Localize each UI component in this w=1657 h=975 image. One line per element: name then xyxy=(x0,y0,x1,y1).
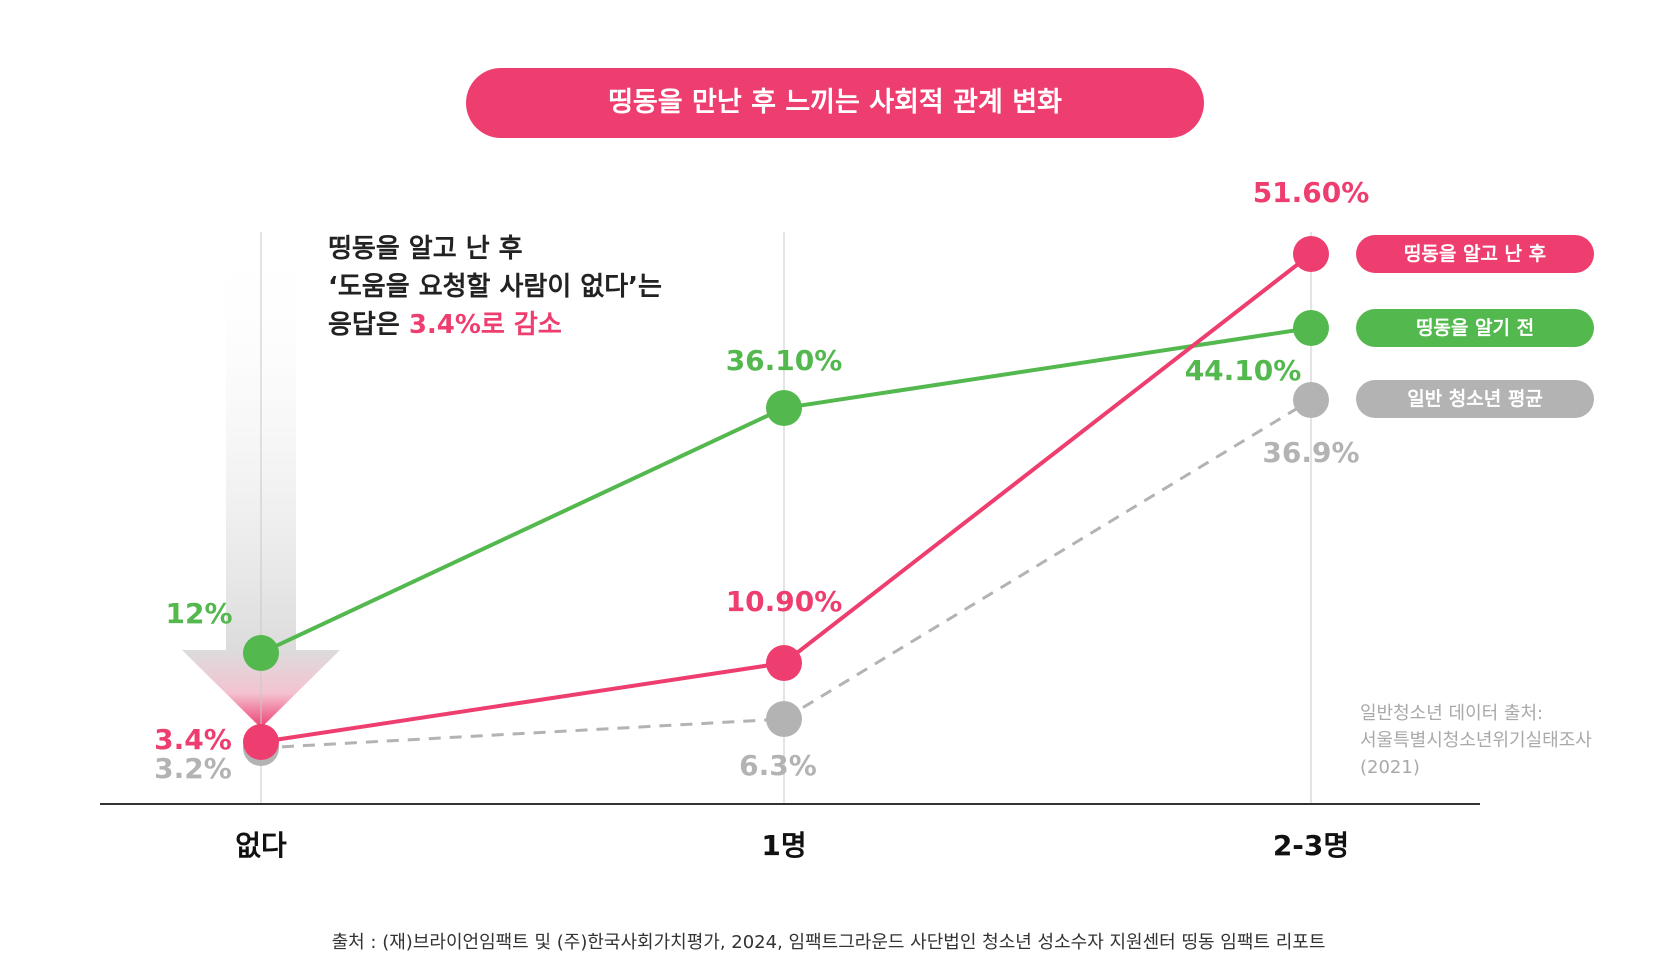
annotation-text: 띵동을 알고 난 후 ‘도움을 요청할 사람이 없다’는 응답은 3.4%로 감… xyxy=(328,230,748,344)
legend-item-average: 일반 청소년 평균 xyxy=(1356,380,1594,418)
value-label-s1-2: 44.10% xyxy=(1185,354,1302,387)
legend-label-average: 일반 청소년 평균 xyxy=(1407,388,1543,410)
source-citation: 출처 : (재)브라이언임팩트 및 (주)한국사회가치평가, 2024, 임팩트… xyxy=(331,932,1326,953)
category-label-2: 2-3명 xyxy=(1273,829,1349,862)
data-point-s0-0 xyxy=(243,724,279,760)
category-label-0: 없다 xyxy=(235,829,287,862)
annotation-line-2: ‘도움을 요청할 사람이 없다’는 xyxy=(328,272,662,302)
data-point-s1-0 xyxy=(243,635,279,671)
value-label-s0-2: 51.60% xyxy=(1253,176,1370,209)
note-line-2: 서울특별시청소년위기실태조사 xyxy=(1360,730,1592,751)
annotation-line-3: 응답은 3.4%로 감소 xyxy=(328,306,748,344)
value-label-s1-0: 12% xyxy=(165,597,232,630)
note-line-3: (2021) xyxy=(1360,757,1420,778)
value-label-s2-2: 36.9% xyxy=(1262,436,1359,469)
data-point-s1-2 xyxy=(1293,310,1329,346)
legend-item-before: 띵동을 알기 전 xyxy=(1356,309,1594,347)
annotation-highlight: 3.4%로 감소 xyxy=(408,310,562,340)
legend-item-after: 띵동을 알고 난 후 xyxy=(1356,235,1594,273)
data-point-s0-1 xyxy=(766,645,802,681)
data-source-note: 일반청소년 데이터 출처: 서울특별시청소년위기실태조사 (2021) xyxy=(1360,700,1650,781)
note-line-1: 일반청소년 데이터 출처: xyxy=(1360,703,1544,724)
data-point-s0-2 xyxy=(1293,236,1329,272)
value-label-s0-1: 10.90% xyxy=(726,585,843,618)
legend-label-before: 띵동을 알기 전 xyxy=(1415,317,1535,339)
value-label-s2-0: 3.2% xyxy=(154,752,232,785)
data-point-s2-1 xyxy=(766,701,802,737)
annotation-line-3-prefix: 응답은 xyxy=(328,310,409,340)
category-label-1: 1명 xyxy=(761,829,806,862)
value-label-s2-1: 6.3% xyxy=(739,749,817,782)
series-line-2 xyxy=(260,398,1312,750)
legend-label-after: 띵동을 알고 난 후 xyxy=(1403,243,1547,265)
data-point-s2-2 xyxy=(1293,382,1329,418)
value-label-s1-1: 36.10% xyxy=(726,344,843,377)
chart-title: 띵동을 만난 후 느끼는 사회적 관계 변화 xyxy=(466,68,1204,138)
value-label-s0-0: 3.4% xyxy=(154,723,232,756)
annotation-line-1: 띵동을 알고 난 후 xyxy=(328,234,523,264)
data-point-s1-1 xyxy=(766,390,802,426)
